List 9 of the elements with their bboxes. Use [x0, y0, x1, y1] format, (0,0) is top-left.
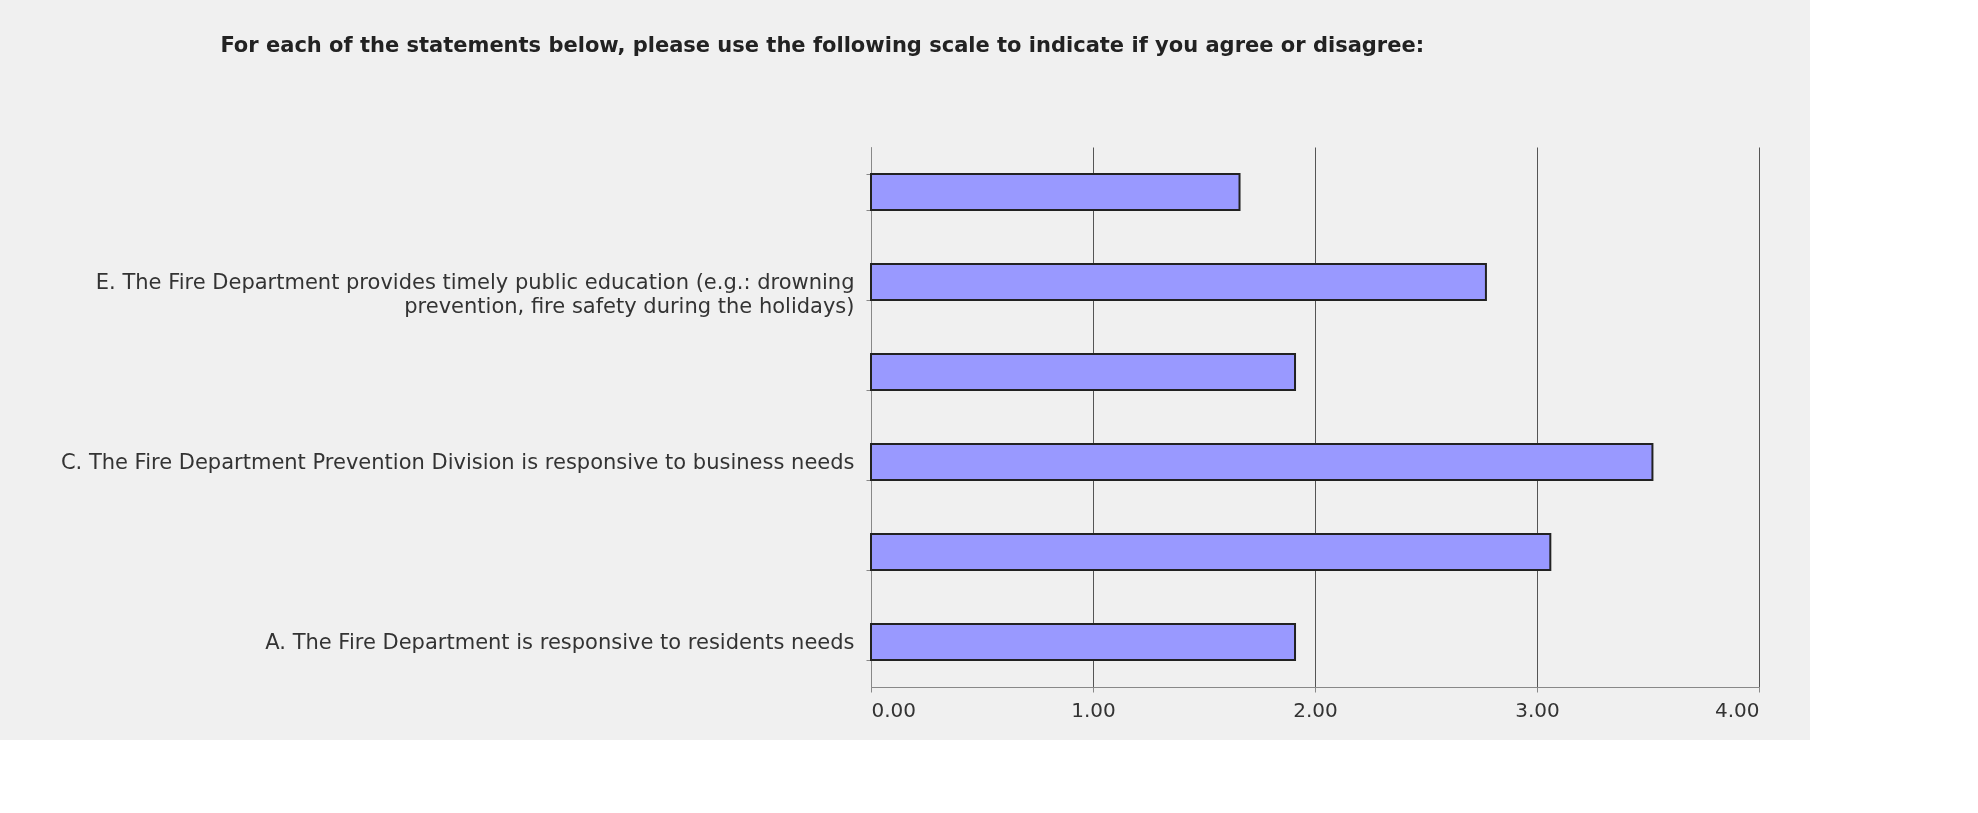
- x-tick-label: 4.00: [1714, 697, 1760, 722]
- y-tick-label: C. The Fire Department Prevention Division is responsive to business needs: [60, 449, 855, 474]
- x-tick-label: 2.00: [1293, 697, 1338, 722]
- chart-title: For each of the statements below, please use the following scale to indicate if you agree or disagree:: [220, 33, 1425, 57]
- x-tick-label: 1.00: [1071, 697, 1116, 722]
- x-tick-label: 0.00: [871, 697, 917, 722]
- y-tick-label: A. The Fire Department is responsive to residents needs: [265, 629, 855, 654]
- x-tick-label: 3.00: [1515, 697, 1560, 722]
- y-tick-label: E. The Fire Department provides timely public education (e.g.: drowning prevention, fire safety during the holidays): [95, 269, 855, 318]
